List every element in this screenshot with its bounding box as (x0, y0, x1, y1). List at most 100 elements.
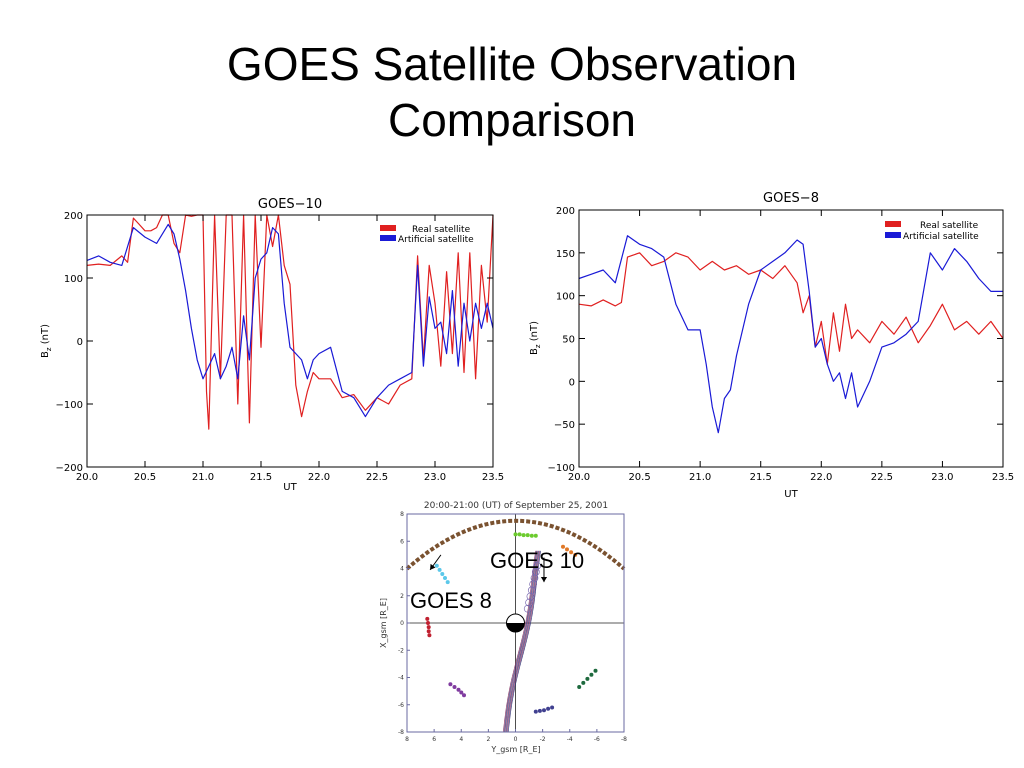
satellite-position-point (443, 576, 447, 580)
chart-title: GOES−8 (763, 191, 819, 206)
chart-title: 20:00-21:00 (UT) of September 25, 2001 (424, 501, 608, 511)
x-tick-label: 6 (432, 736, 436, 743)
x-tick-label: 23.0 (931, 472, 953, 483)
y-tick-label: 6 (400, 538, 404, 545)
y-tick-label: -2 (398, 647, 404, 654)
y-tick-label: 200 (64, 211, 83, 222)
x-axis-label: UT (283, 482, 297, 493)
satellite-position-point (542, 708, 546, 713)
goes10-arrow-head (540, 576, 548, 583)
y-tick-label: 150 (556, 249, 575, 260)
x-tick-label: 20.5 (134, 472, 156, 483)
y-tick-label: 4 (400, 566, 404, 573)
satellite-position-point (573, 552, 578, 557)
y-tick-label: 100 (64, 274, 83, 285)
satellite-position-point (456, 687, 461, 692)
y-tick-label: 8 (400, 511, 404, 518)
x-tick-label: 22.5 (366, 472, 388, 483)
legend-swatch-real (885, 221, 901, 227)
plot-frame (578, 209, 1004, 468)
satellite-position-point (426, 625, 431, 630)
satellite-position-point (452, 685, 457, 689)
orbit-positions-chart: 20:00-21:00 (UT) of September 25, 2001 8… (379, 501, 627, 754)
series-line-artificial (578, 235, 1003, 434)
field-line (506, 550, 541, 733)
satellite-position-point (445, 580, 450, 585)
y-axis-label: X_gsm [R_E] (379, 598, 388, 648)
y-axis-label: Bz (nT) (40, 324, 53, 358)
chart-title: GOES−10 (258, 197, 322, 212)
y-tick-label: 100 (556, 292, 575, 303)
y-tick-label: −200 (56, 463, 83, 474)
track-circle (525, 598, 533, 607)
x-tick-label: 20.5 (628, 472, 650, 483)
x-tick-label: 23.5 (482, 472, 504, 483)
satellite-position-point (546, 706, 551, 711)
y-tick-label: 200 (556, 206, 575, 217)
satellite-position-point (593, 668, 598, 673)
x-tick-label: 23.5 (992, 472, 1014, 483)
x-tick-label: -6 (594, 736, 600, 743)
satellite-position-point (448, 682, 453, 687)
x-tick-label: 4 (459, 736, 463, 743)
y-tick-label: -6 (398, 702, 404, 709)
y-axis-label: Bz (nT) (529, 321, 542, 355)
satellite-position-point (513, 532, 518, 537)
x-tick-label: 20.0 (568, 472, 590, 483)
satellite-position-point (533, 533, 538, 538)
legend-swatch-artificial (885, 232, 901, 238)
x-tick-label: 8 (405, 736, 409, 743)
legend-label-real: Real satellite (412, 225, 471, 235)
goes8-bz-chart: GOES−8 20.0 20.5 21.0 21.5 22.0 22.5 23.0 23.5 −… (529, 191, 1014, 500)
x-axis-label: Y_gsm [R_E] (490, 745, 540, 754)
x-tick-label: 22.0 (810, 472, 832, 483)
satellite-position-point (437, 567, 442, 572)
y-tick-label: 2 (400, 593, 404, 600)
track-circle (526, 592, 535, 601)
x-tick-label: -8 (621, 736, 627, 743)
x-axis-label: UT (784, 489, 798, 500)
goes8-arrow-head (430, 563, 436, 570)
y-tick-label: -4 (398, 675, 404, 682)
x-tick-label: 21.0 (689, 472, 711, 483)
y-tick-label: −100 (56, 400, 83, 411)
satellite-position-point (517, 532, 522, 537)
track-circle (527, 586, 536, 595)
x-tick-label: -4 (567, 736, 573, 743)
satellite-position-point (565, 547, 569, 552)
satellite-position-point (550, 705, 555, 710)
x-tick-label: 23.0 (424, 472, 446, 483)
satellite-position-point (427, 633, 432, 638)
y-tick-label: 0 (400, 620, 404, 627)
x-tick-label: 21.5 (750, 472, 772, 483)
legend-swatch-real (380, 225, 396, 231)
satellite-position-point (589, 672, 594, 677)
satellite-position-point (440, 572, 445, 576)
track-circle (523, 604, 532, 613)
earth-nightside (506, 623, 525, 632)
magnetopause-arc (405, 518, 626, 571)
satellite-position-point (525, 533, 530, 538)
track-circle (530, 574, 539, 582)
legend: Real satellite Artificial satellite (885, 221, 979, 242)
satellite-position-point (426, 629, 431, 634)
satellite-position-point (561, 544, 565, 549)
satellite-position-point (533, 709, 538, 714)
satellite-position-point (426, 621, 430, 625)
x-tick-label: 22.0 (308, 472, 330, 483)
y-tick-label: 50 (562, 335, 575, 346)
y-tick-label: −100 (548, 463, 575, 474)
satellite-position-point (569, 550, 574, 555)
satellite-position-point (434, 563, 439, 568)
x-tick-label: 22.5 (871, 472, 893, 483)
x-tick-label: 2 (486, 736, 490, 743)
series-line-real (86, 214, 494, 430)
track-circle (531, 568, 540, 576)
satellite-position-point (577, 685, 582, 689)
goes10-annotation: GOES 10 (490, 548, 585, 573)
x-tick-label: 20.0 (76, 472, 98, 483)
satellite-position-point (585, 676, 590, 681)
goes8-annotation: GOES 8 (410, 588, 492, 613)
satellite-position-point (521, 533, 526, 538)
track-circle (529, 580, 537, 589)
